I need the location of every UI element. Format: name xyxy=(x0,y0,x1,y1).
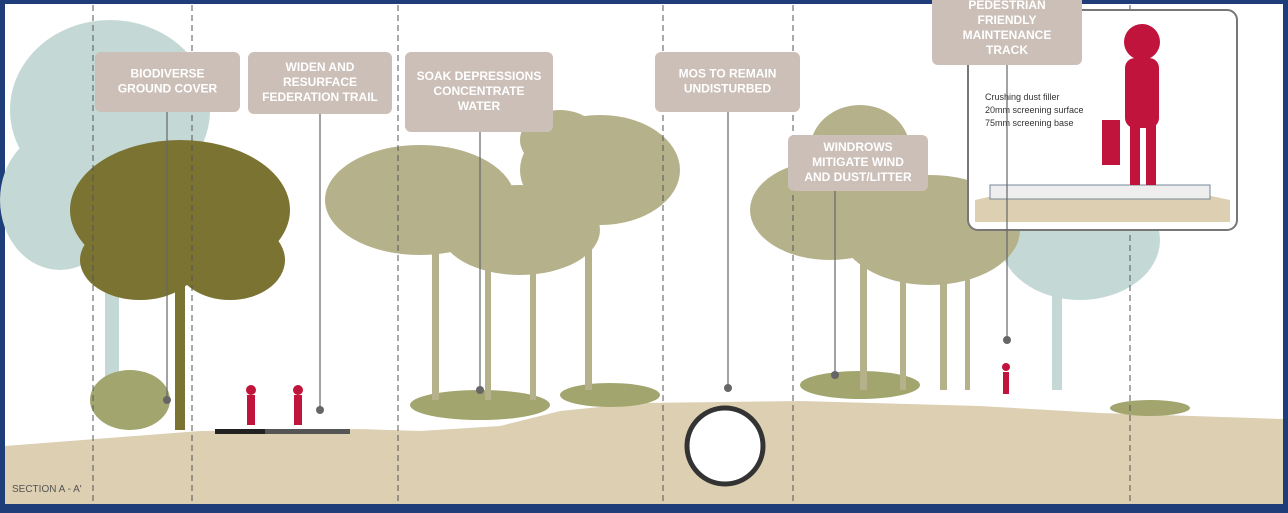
label-box xyxy=(405,52,553,132)
pipe xyxy=(684,405,766,487)
label-text: WINDROWS xyxy=(823,140,892,154)
people xyxy=(246,363,1010,425)
label-box xyxy=(788,135,928,191)
label-text: WIDEN AND xyxy=(286,60,355,74)
label-box xyxy=(248,52,392,114)
label-text: WATER xyxy=(458,99,501,113)
label-box xyxy=(95,52,240,112)
label-text: FEDERATION TRAIL xyxy=(262,90,378,104)
large-tree xyxy=(70,140,290,430)
ground-line xyxy=(4,398,1284,446)
label-text: SOAK DEPRESSIONS xyxy=(417,69,542,83)
label-text: PEDESTRIAN xyxy=(968,0,1045,12)
label-text: CONCENTRATE xyxy=(433,84,524,98)
label-text: TRACK xyxy=(986,43,1028,57)
label-box xyxy=(932,0,1082,65)
label-text: MAINTENANCE xyxy=(963,28,1052,42)
section-label: SECTION A - A' xyxy=(12,484,82,495)
label-text: GROUND COVER xyxy=(118,82,218,96)
leader-dot xyxy=(163,396,171,404)
label-text: RESURFACE xyxy=(283,75,357,89)
label-text: UNDISTURBED xyxy=(684,82,772,96)
trail xyxy=(265,429,350,434)
leader-dot xyxy=(831,371,839,379)
label-text: FRIENDLY xyxy=(978,13,1037,27)
ground xyxy=(5,400,1283,504)
leader-dot xyxy=(476,386,484,394)
inset-note: Crushing dust filler xyxy=(985,92,1060,102)
label-text: MITIGATE WIND xyxy=(812,155,904,169)
inset-note: 20mm screening surface xyxy=(985,105,1084,115)
leader-dot xyxy=(724,384,732,392)
inset-note: 75mm screening base xyxy=(985,118,1074,128)
label-text: MOS TO REMAIN xyxy=(679,67,777,81)
trail xyxy=(215,429,265,434)
label-text: AND DUST/LITTER xyxy=(804,170,912,184)
leader-dot xyxy=(1003,336,1011,344)
label-box xyxy=(655,52,800,112)
leader-dot xyxy=(316,406,324,414)
label-text: BIODIVERSE xyxy=(130,67,204,81)
